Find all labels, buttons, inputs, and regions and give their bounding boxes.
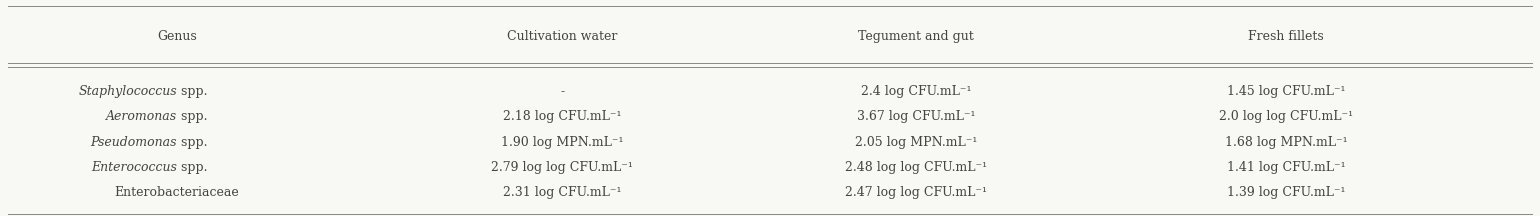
Text: Genus: Genus	[157, 30, 197, 43]
Text: spp.: spp.	[177, 161, 208, 174]
Text: Aeromonas: Aeromonas	[106, 110, 177, 123]
Text: 1.39 log CFU.mL⁻¹: 1.39 log CFU.mL⁻¹	[1227, 186, 1344, 199]
Text: 1.68 log MPN.mL⁻¹: 1.68 log MPN.mL⁻¹	[1224, 136, 1348, 149]
Text: spp.: spp.	[177, 136, 208, 149]
Text: spp.: spp.	[177, 110, 208, 123]
Text: 2.05 log MPN.mL⁻¹: 2.05 log MPN.mL⁻¹	[855, 136, 978, 149]
Text: Tegument and gut: Tegument and gut	[858, 30, 975, 43]
Text: Enterobacteriaceae: Enterobacteriaceae	[114, 186, 240, 199]
Text: 3.67 log CFU.mL⁻¹: 3.67 log CFU.mL⁻¹	[858, 110, 975, 123]
Text: Enterococcus: Enterococcus	[91, 161, 177, 174]
Text: 2.48 log log CFU.mL⁻¹: 2.48 log log CFU.mL⁻¹	[845, 161, 987, 174]
Text: 2.31 log CFU.mL⁻¹: 2.31 log CFU.mL⁻¹	[504, 186, 621, 199]
Text: Pseudomonas: Pseudomonas	[91, 136, 177, 149]
Text: 2.47 log log CFU.mL⁻¹: 2.47 log log CFU.mL⁻¹	[845, 186, 987, 199]
Text: 2.79 log log CFU.mL⁻¹: 2.79 log log CFU.mL⁻¹	[491, 161, 633, 174]
Text: 1.45 log CFU.mL⁻¹: 1.45 log CFU.mL⁻¹	[1227, 85, 1344, 98]
Text: Cultivation water: Cultivation water	[507, 30, 618, 43]
Text: Staphylococcus: Staphylococcus	[79, 85, 177, 98]
Text: 1.41 log CFU.mL⁻¹: 1.41 log CFU.mL⁻¹	[1226, 161, 1346, 174]
Text: 2.4 log CFU.mL⁻¹: 2.4 log CFU.mL⁻¹	[861, 85, 972, 98]
Text: 2.0 log log CFU.mL⁻¹: 2.0 log log CFU.mL⁻¹	[1218, 110, 1354, 123]
Text: -: -	[561, 85, 564, 98]
Text: Fresh fillets: Fresh fillets	[1247, 30, 1324, 43]
Text: spp.: spp.	[177, 85, 208, 98]
Text: 2.18 log CFU.mL⁻¹: 2.18 log CFU.mL⁻¹	[504, 110, 621, 123]
Text: 1.90 log MPN.mL⁻¹: 1.90 log MPN.mL⁻¹	[500, 136, 624, 149]
